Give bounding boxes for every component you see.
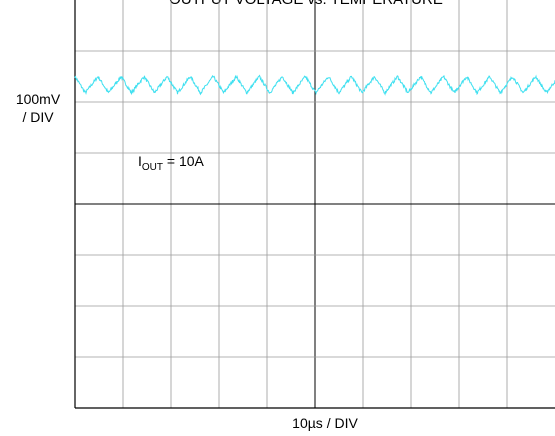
y-scale-label-line1: 100mV xyxy=(16,91,61,107)
x-scale-label: 10µs / DIV xyxy=(292,415,358,431)
chart-title: OUTPUT VOLTAGE vs. TEMPERATURE xyxy=(169,0,443,8)
iout-value: = 10A xyxy=(163,153,205,169)
iout-annotation: IOUT = 10A xyxy=(138,153,205,173)
iout-symbol: I xyxy=(138,153,142,169)
iout-subscript: OUT xyxy=(142,162,163,173)
voltage-trace xyxy=(74,74,555,96)
scope-grid xyxy=(75,0,555,408)
y-scale-label-line2: / DIV xyxy=(22,109,54,125)
